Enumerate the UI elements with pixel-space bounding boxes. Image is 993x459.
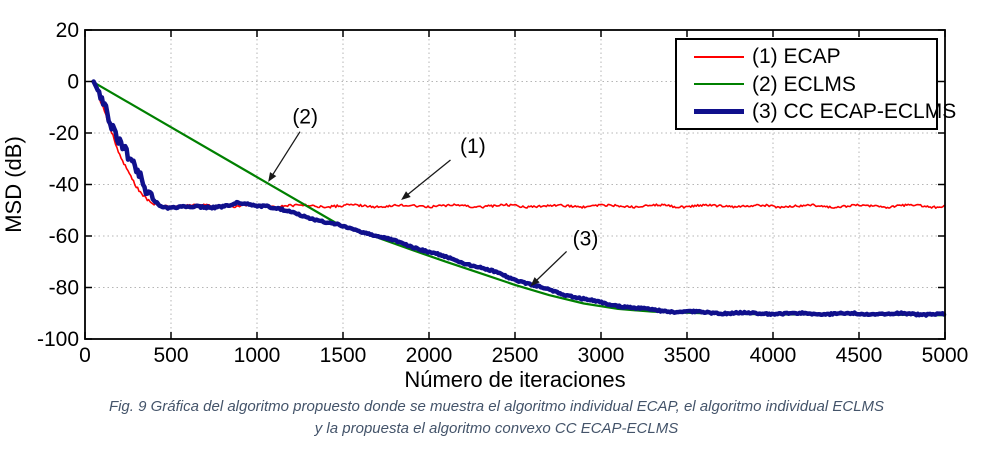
series-1 <box>92 80 945 209</box>
tick-labels: 0 500 1000 1500 2000 2500 3000 3500 4000 4500 5000… <box>37 19 968 367</box>
annotation-label-3: (3) <box>573 228 599 251</box>
legend-line-sample-ecap <box>694 55 744 58</box>
annotation-label-2: (2) <box>292 105 318 128</box>
legend-line-sample-eclms <box>694 83 744 85</box>
legend-item-cc-ecap-eclms: (3) CC ECAP-ECLMS <box>694 101 956 122</box>
svg-text:3000: 3000 <box>578 344 625 367</box>
legend-item-eclms: (2) ECLMS <box>694 74 936 95</box>
svg-text:2000: 2000 <box>406 344 453 367</box>
axes <box>84 29 946 340</box>
msd-plot-area: 0 500 1000 1500 2000 2500 3000 3500 4000 4500 5000… <box>1 19 968 392</box>
svg-text:3500: 3500 <box>664 344 711 367</box>
svg-text:-100: -100 <box>37 328 79 351</box>
svg-text:1000: 1000 <box>234 344 281 367</box>
legend: (1) ECAP (2) ECLMS (3) CC ECAP-ECLMS <box>675 38 956 130</box>
caption-line-1: Fig. 9 Gráfica del algoritmo propuesto d… <box>108 398 885 415</box>
svg-text:0: 0 <box>67 71 79 94</box>
svg-text:20: 20 <box>56 19 79 42</box>
svg-text:-60: -60 <box>49 225 79 248</box>
legend-label-ecap: (1) ECAP <box>752 45 841 69</box>
x-axis-label: Número de iteraciones <box>404 367 625 392</box>
legend-label-cc-ecap-eclms: (3) CC ECAP-ECLMS <box>752 99 957 123</box>
svg-text:1500: 1500 <box>320 344 367 367</box>
svg-text:5000: 5000 <box>922 344 969 367</box>
annotation-label-1: (1) <box>460 135 486 158</box>
svg-text:4000: 4000 <box>750 344 797 367</box>
caption-line-2: y la propuesta el algoritmo convexo CC E… <box>314 420 679 437</box>
legend-line-sample-cc-ecap-eclms <box>694 108 744 114</box>
svg-text:4500: 4500 <box>836 344 883 367</box>
figure-caption: Fig. 9 Gráfica del algoritmo propuesto d… <box>0 396 993 440</box>
svg-text:-20: -20 <box>49 122 79 145</box>
svg-text:0: 0 <box>79 344 91 367</box>
svg-text:-80: -80 <box>49 277 79 300</box>
svg-text:500: 500 <box>153 344 188 367</box>
legend-item-ecap: (1) ECAP <box>694 46 936 67</box>
annotations: (2) (1) (3) <box>268 105 599 287</box>
msd-plot-svg: 0 500 1000 1500 2000 2500 3000 3500 4000 4500 5000… <box>1 19 968 392</box>
y-axis-label: MSD (dB) <box>1 136 26 233</box>
svg-text:-40: -40 <box>49 174 79 197</box>
legend-label-eclms: (2) ECLMS <box>752 72 856 96</box>
axis-labels: Número de iteraciones MSD (dB) <box>1 136 626 392</box>
series-3 <box>91 79 947 318</box>
svg-text:2500: 2500 <box>492 344 539 367</box>
